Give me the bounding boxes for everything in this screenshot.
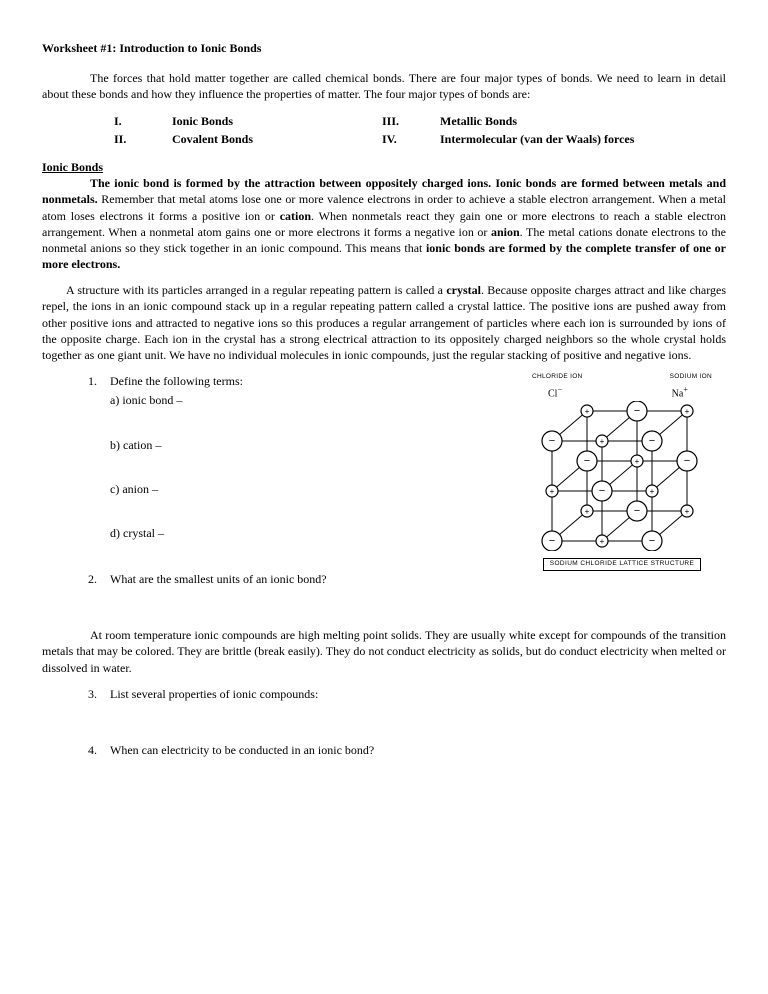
svg-text:+: +: [585, 407, 590, 416]
properties-paragraph: At room temperature ionic compounds are …: [42, 627, 726, 676]
bond-name-metallic: Metallic Bonds: [440, 113, 650, 129]
svg-text:+: +: [600, 437, 605, 446]
svg-text:+: +: [585, 507, 590, 516]
svg-text:+: +: [685, 407, 690, 416]
svg-text:−: −: [634, 405, 640, 417]
q3-number: 3.: [88, 686, 110, 702]
q3-text: List several properties of ionic compoun…: [110, 686, 726, 702]
bond-roman-ii: II.: [114, 131, 172, 147]
p2-crystal: crystal: [446, 283, 481, 297]
lattice-diagram: CHLORIDE ION SODIUM ION Cl− Na+: [518, 373, 726, 571]
svg-text:−: −: [549, 435, 555, 447]
svg-text:−: −: [584, 455, 590, 467]
bond-roman-iii: III.: [382, 113, 440, 129]
q2-number: 2.: [88, 571, 110, 587]
svg-text:+: +: [635, 457, 640, 466]
q4-number: 4.: [88, 742, 110, 758]
svg-text:+: +: [550, 487, 555, 496]
q2-text: What are the smallest units of an ionic …: [110, 571, 726, 587]
p1-cation: cation: [280, 209, 311, 223]
svg-text:−: −: [649, 435, 655, 447]
svg-text:−: −: [599, 485, 605, 497]
bond-name-covalent: Covalent Bonds: [172, 131, 382, 147]
bond-name-intermolecular: Intermolecular (van der Waals) forces: [440, 131, 634, 147]
intro-paragraph: The forces that hold matter together are…: [42, 70, 726, 102]
q1-number: 1.: [88, 373, 110, 569]
svg-text:−: −: [684, 455, 690, 467]
worksheet-title: Worksheet #1: Introduction to Ionic Bond…: [42, 40, 726, 56]
chloride-ion-label: CHLORIDE ION: [532, 373, 583, 382]
lattice-svg: + − + − + − + − + − + − + − + − + −: [532, 401, 712, 551]
q1c: c) anion –: [110, 481, 508, 497]
question-2: 2. What are the smallest units of an ion…: [88, 571, 726, 587]
ionic-bonds-paragraph-1: The ionic bond is formed by the attracti…: [42, 175, 726, 272]
svg-text:+: +: [685, 507, 690, 516]
p1-anion: anion: [491, 225, 520, 239]
sodium-ion-label: SODIUM ION: [670, 373, 712, 382]
bond-roman-iv: IV.: [382, 131, 440, 147]
section-heading-ionic-bonds: Ionic Bonds: [42, 160, 103, 174]
diagram-caption: SODIUM CHLORIDE LATTICE STRUCTURE: [543, 558, 702, 571]
bond-roman-i: I.: [114, 113, 172, 129]
svg-text:+: +: [600, 537, 605, 546]
svg-text:−: −: [549, 535, 555, 547]
na-symbol: Na+: [672, 384, 688, 401]
cl-symbol: Cl−: [548, 384, 562, 401]
svg-text:−: −: [649, 535, 655, 547]
svg-text:+: +: [650, 487, 655, 496]
question-3: 3. List several properties of ionic comp…: [88, 686, 726, 702]
q1a: a) ionic bond –: [110, 392, 508, 408]
q1-text: Define the following terms:: [110, 373, 508, 389]
question-1: 1. Define the following terms: a) ionic …: [88, 373, 508, 569]
ionic-bonds-paragraph-2: A structure with its particles arranged …: [42, 282, 726, 363]
svg-text:−: −: [634, 505, 640, 517]
q4-text: When can electricity to be conducted in …: [110, 742, 726, 758]
q1d: d) crystal –: [110, 525, 508, 541]
q1b: b) cation –: [110, 437, 508, 453]
p2-text-a: A structure with its particles arranged …: [66, 283, 446, 297]
question-4: 4. When can electricity to be conducted …: [88, 742, 726, 758]
bond-name-ionic: Ionic Bonds: [172, 113, 382, 129]
bond-types-list: I. Ionic Bonds II. Covalent Bonds III. M…: [114, 113, 726, 147]
